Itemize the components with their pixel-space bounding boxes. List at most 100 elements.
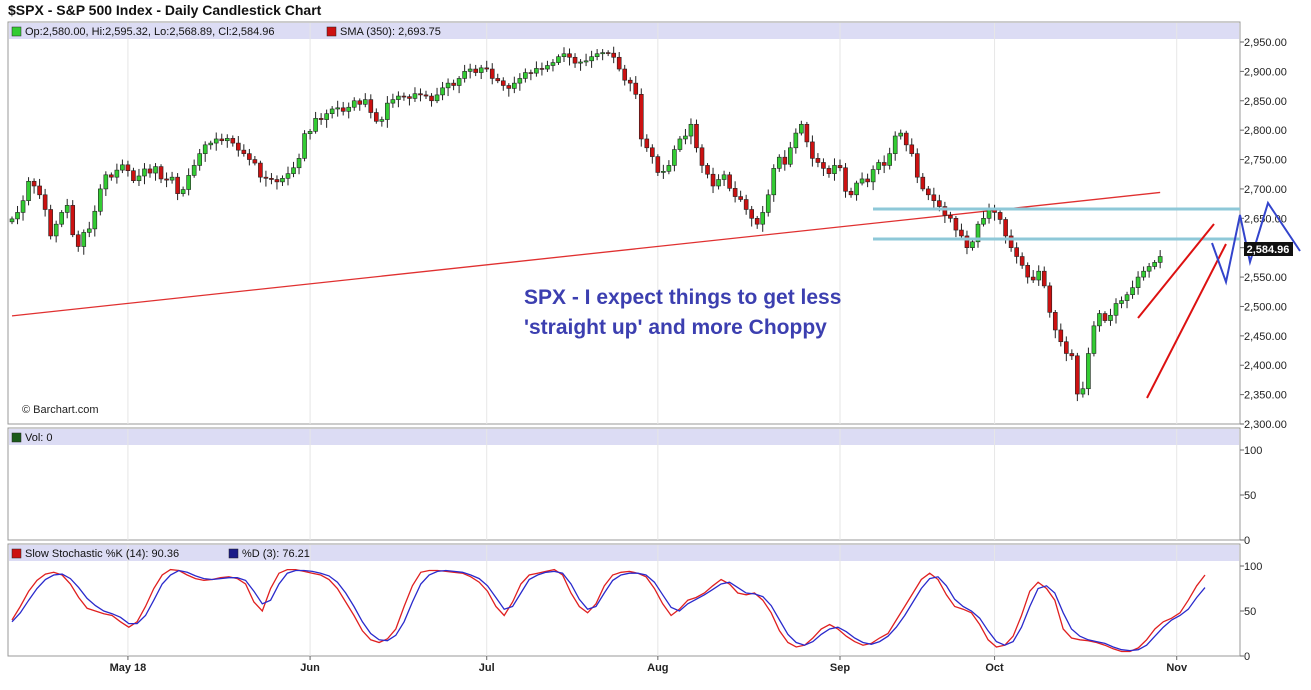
candle-body [854,182,859,196]
candle-body [694,123,699,149]
candle-body [876,162,881,170]
candle-body [589,56,594,62]
candle-body [903,132,909,146]
candle-body [528,72,534,74]
candle-body [236,142,241,151]
candle-body [633,82,639,95]
candle-body [821,162,826,169]
candle-body [340,107,346,112]
candle-body [1113,303,1119,316]
month-gridlines [127,23,1178,656]
candle-body [909,144,915,154]
stochastic-axis: 0 50 100 [1240,561,1262,663]
candle-body [434,94,440,102]
candle-body [1135,276,1141,288]
month-label: May 18 [110,662,147,674]
candle-body [412,93,418,99]
candle-body [666,165,672,172]
candle-body [1058,329,1064,343]
candle-body [313,118,318,132]
candle-body [1141,270,1146,278]
candle-body [1008,235,1014,248]
stoch-k-legend: Slow Stochastic %K (14): 90.36 [25,548,179,560]
candle-body [605,52,611,54]
candle-body [1102,313,1108,321]
volume-panel-frame [7,427,1241,541]
price-tick-label: 2,550.00 [1244,272,1287,284]
stoch-legend-band [9,545,1239,561]
candle-body [699,147,705,166]
vol-legend-swatch [11,432,22,443]
candle-body [776,156,782,169]
candle-body [898,132,904,137]
price-tick-label: 2,400.00 [1244,360,1287,372]
candle-body [252,159,258,164]
candle-body [826,168,832,174]
candle-body [721,174,727,180]
candle-body [948,215,953,219]
month-label: Oct [985,662,1004,674]
candle-body [247,153,252,160]
candle-body [650,147,655,157]
candle-body [710,173,716,187]
candle-body [407,96,412,99]
candle-body [467,68,473,72]
month-label: Jun [300,662,320,674]
candle-body [815,158,821,163]
candle-body [892,135,898,154]
candle-body [986,209,992,219]
drawn-overlays [873,200,1301,399]
candle-body [368,99,374,113]
candle-body [59,212,64,225]
candle-body [346,106,352,112]
candle-body [153,166,158,174]
candle-body [1157,256,1163,263]
candle-body [48,209,53,237]
candle-body [887,153,892,166]
candle-body [865,178,870,183]
candle-body [230,138,236,144]
candle-body [931,194,937,201]
projection-zigzag [1211,200,1301,286]
candle-body [1014,247,1019,257]
candle-body [1086,353,1091,390]
candle-body [208,142,214,146]
candle-body [357,100,363,105]
candle-body [37,185,42,196]
candle-body [1119,300,1124,304]
candle-body [274,179,280,183]
candle-body [523,72,528,79]
price-tick-label: 2,950.00 [1244,37,1287,49]
candle-body [611,52,616,58]
candle-body [451,82,456,86]
candle-body [1130,287,1135,296]
candle-body [291,167,296,174]
candle-body [379,119,385,122]
candle-body [92,210,98,230]
candle-body [997,212,1003,220]
candle-body [191,165,197,176]
candle-body [335,107,340,110]
candle-body [937,200,942,207]
candle-body [942,206,948,216]
candle-body [567,53,572,58]
candle-body [158,166,164,180]
candle-body [280,178,285,183]
candle-body [556,56,561,63]
candle-body [760,212,766,225]
candle-body [506,85,512,89]
candle-body [489,68,495,79]
candle-body [15,212,20,220]
candle-body [440,87,445,96]
candle-body [390,99,396,104]
candle-body [456,78,462,86]
stoch-tick-label: 100 [1244,561,1262,573]
volume-tick-label: 0 [1244,535,1250,547]
candle-body [771,168,777,196]
candle-body [1069,353,1075,357]
candle-body [86,228,92,233]
candle-body [638,94,644,140]
candle-body [810,141,815,159]
candle-body [788,147,793,165]
